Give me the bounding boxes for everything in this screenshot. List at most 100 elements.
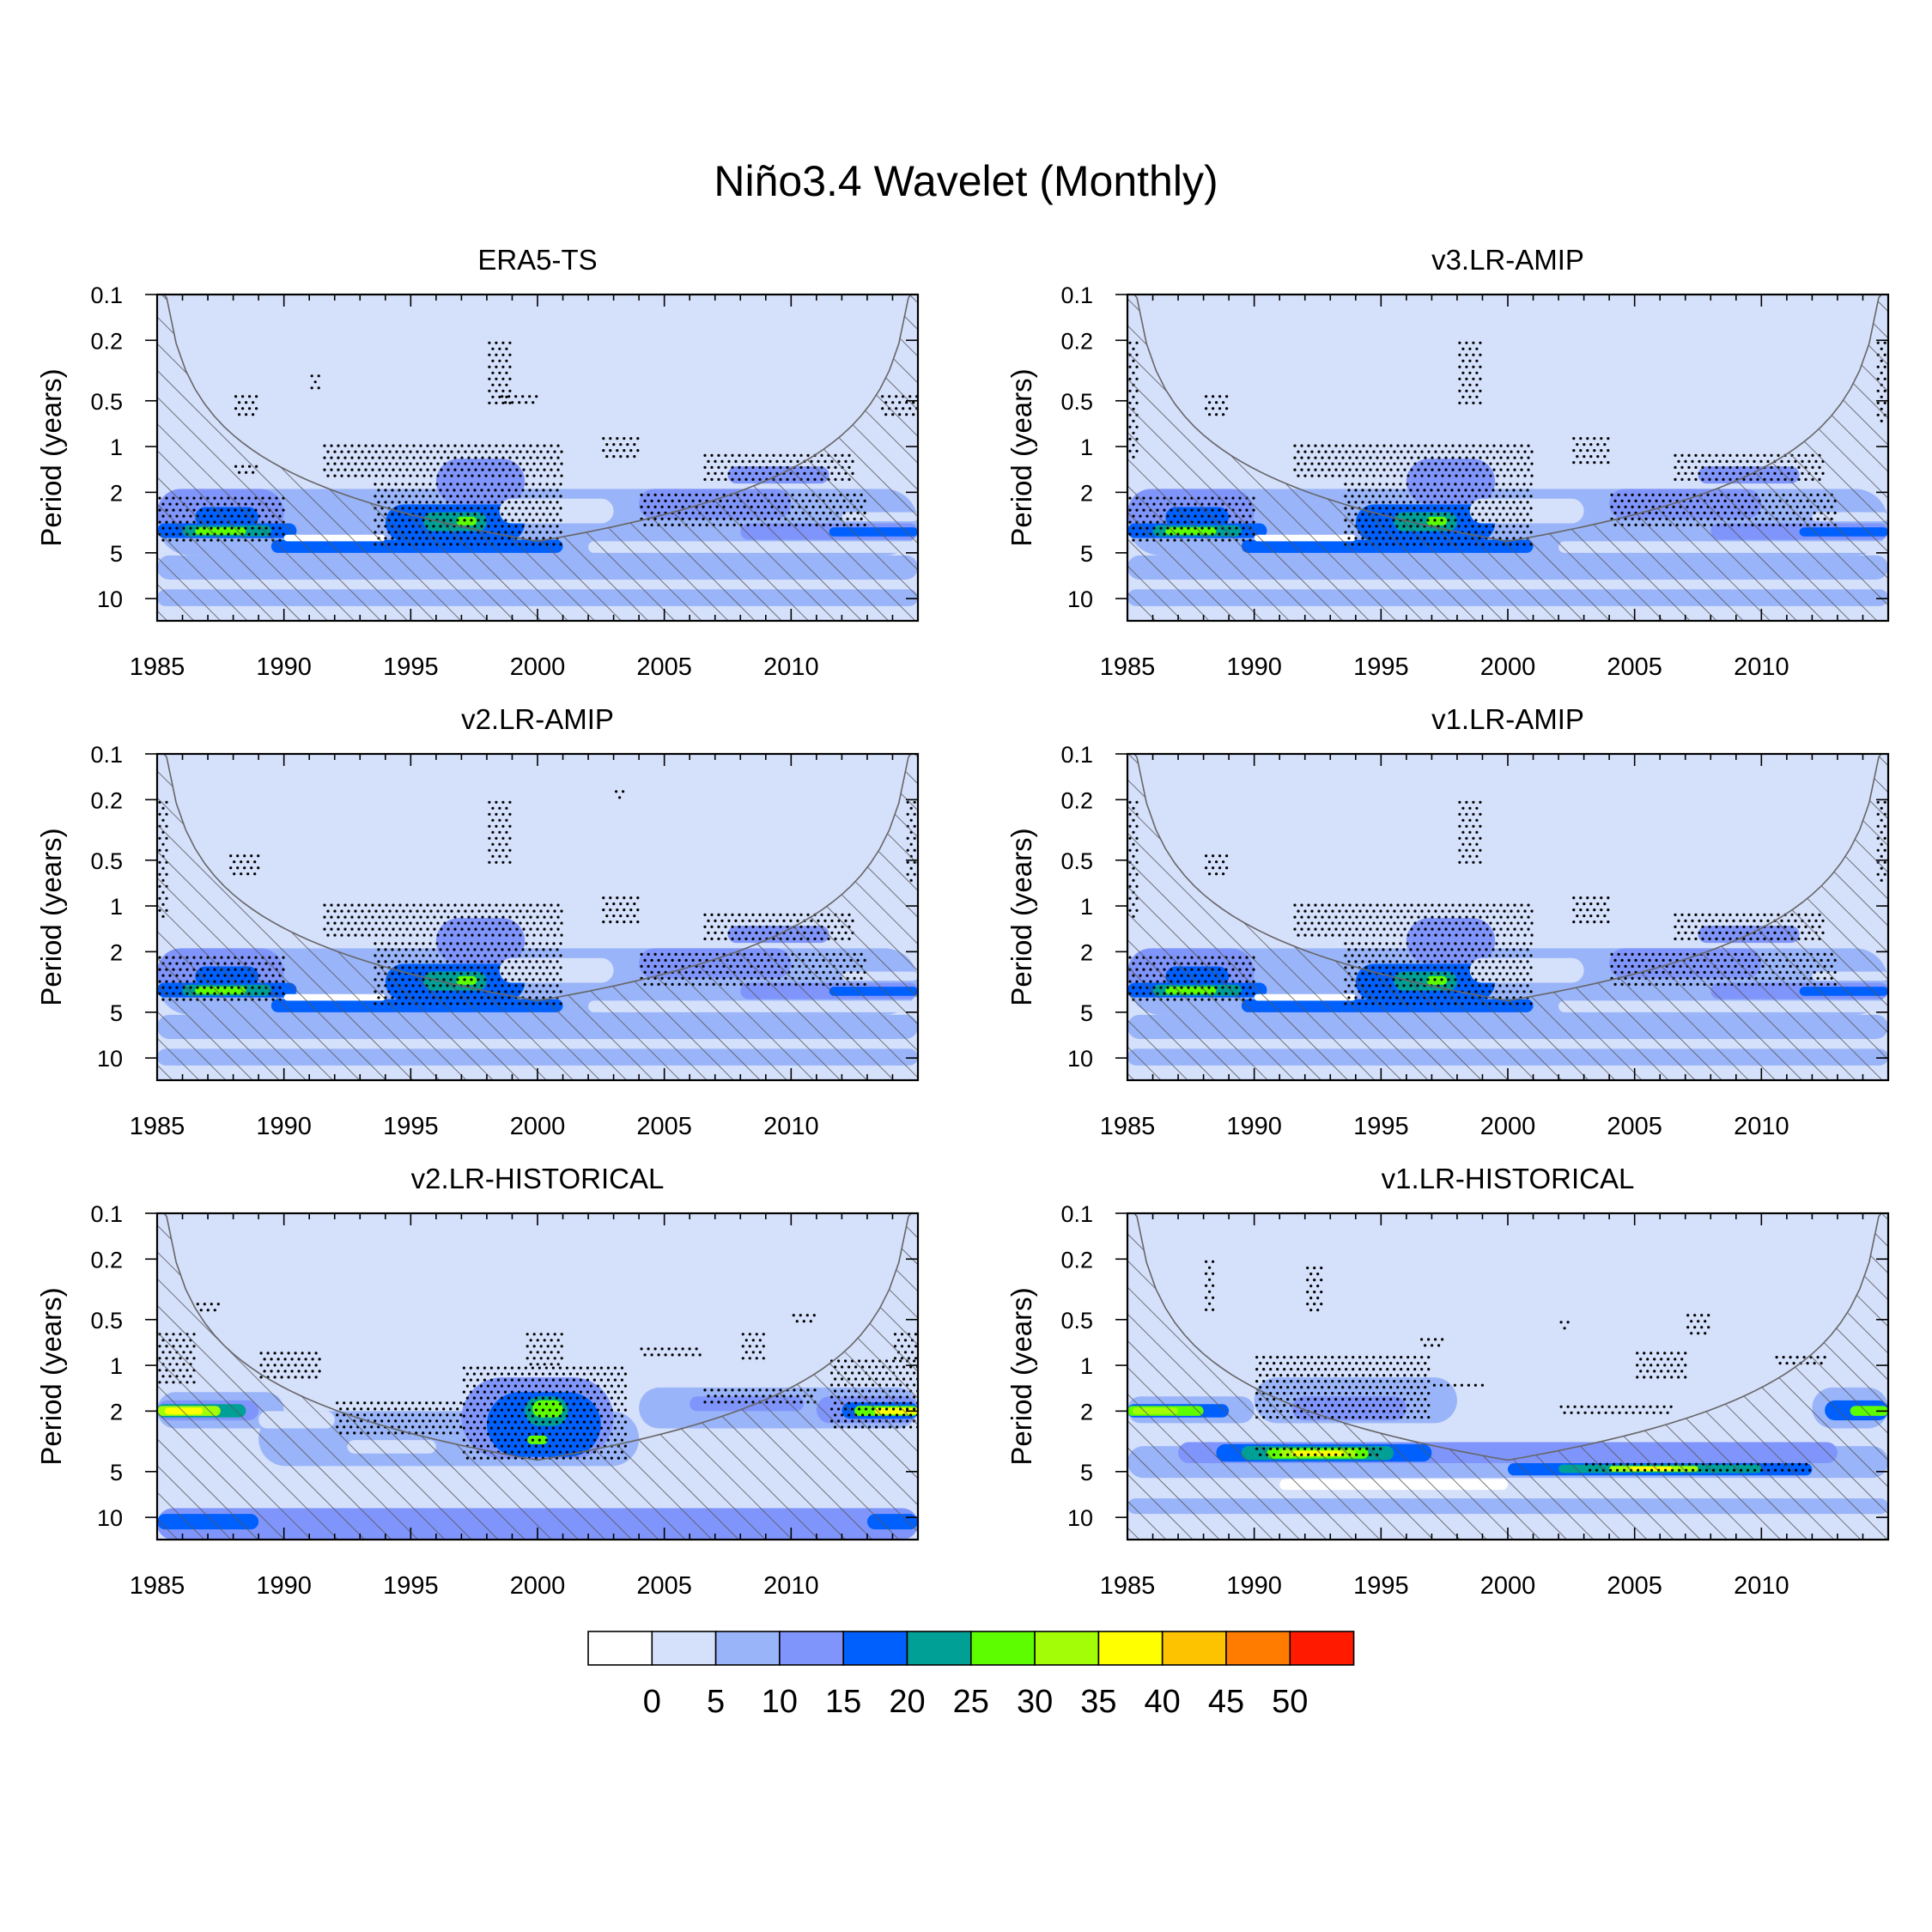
y-axis-label: Period (years) [1005,1287,1037,1465]
x-tick-label: 1985 [1100,653,1156,681]
y-tick-label: 1 [1080,434,1093,460]
y-tick-label: 1 [110,1353,123,1379]
significance-stipple [792,1314,816,1323]
x-tick-label: 1995 [383,1572,439,1600]
y-tick-label: 0.2 [90,328,123,354]
y-tick-label: 2 [1080,480,1093,506]
significance-stipple [1306,1267,1323,1312]
y-tick-label: 10 [1067,1505,1093,1531]
panel-3: 1985 1990 1995 2000 2005 2010 0.1 0.2 0.5 1 2 5 10 Pe… [35,703,920,1140]
y-tick-label: 0.2 [1060,1247,1093,1273]
colorbar-cell [1034,1631,1100,1666]
x-tick-label: 2010 [763,653,819,681]
significance-stipple [526,1333,563,1366]
x-tick-label: 1990 [1226,653,1282,681]
cone-of-influence-hatch [1127,754,1888,1080]
colorbar-cell [970,1631,1036,1666]
y-tick-label: 0.1 [90,1201,123,1227]
significance-stipple [462,1366,628,1460]
colorbar-label: 50 [1272,1684,1308,1720]
power-contour [1469,957,1584,983]
x-tick-label: 1990 [1226,1113,1282,1140]
significance-stipple [1420,1338,1444,1347]
y-tick-label: 10 [1067,586,1093,612]
y-axis-label: Period (years) [1005,828,1037,1005]
panel-title: v1.LR-HISTORICAL [1382,1163,1635,1194]
significance-stipple [310,374,320,390]
colorbar-cell [1097,1631,1163,1666]
significance-stipple [615,790,625,799]
power-contour [527,1435,548,1444]
x-tick-label: 1985 [130,1572,185,1600]
significance-stipple [488,800,512,864]
significance-stipple [229,854,260,876]
significance-stipple [1344,942,1533,1005]
x-tick-label: 2005 [636,653,692,681]
significance-stipple [1293,903,1534,937]
y-tick-label: 0.2 [90,787,123,813]
cone-of-influence-hatch [157,295,918,621]
x-tick-label: 1985 [130,653,185,681]
cone-of-influence-line [163,754,912,1002]
y-tick-label: 0.1 [1060,1201,1093,1227]
y-tick-label: 2 [1080,939,1093,965]
y-tick-label: 10 [1067,1046,1093,1072]
y-tick-label: 0.5 [90,1308,123,1334]
significance-stipple [1432,1383,1484,1387]
power-contour [1469,498,1584,524]
x-tick-label: 1985 [130,1113,185,1140]
y-tick-label: 2 [110,480,123,506]
panel-title: v3.LR-AMIP [1431,244,1584,276]
y-tick-label: 0.1 [90,283,123,308]
cone-of-influence-line [1133,1213,1882,1461]
y-tick-label: 5 [1080,1000,1093,1026]
panel-1: 1985 1990 1995 2000 2005 2010 0.1 0.2 0.5 1 2 5 10 Pe… [35,244,920,681]
x-tick-label: 2000 [510,1572,566,1600]
significance-stipple [1559,1405,1673,1414]
x-tick-label: 2005 [1607,1113,1662,1140]
y-tick-label: 0.2 [90,1247,123,1273]
figure-title: Niño3.4 Wavelet (Monthly) [714,157,1218,205]
y-tick-label: 0.2 [1060,328,1093,354]
cone-of-influence-hatch [1127,1213,1888,1540]
y-axis-label: Period (years) [35,828,67,1005]
y-axis-label: Period (years) [35,368,67,546]
y-tick-label: 10 [97,1505,123,1531]
cone-of-influence-line [1133,754,1882,1002]
significance-stipple [1205,1260,1215,1311]
x-tick-label: 2010 [1734,1572,1789,1600]
significance-stipple [1458,341,1482,404]
cone-of-influence-hatch [1127,295,1888,621]
y-tick-label: 5 [110,1460,123,1485]
y-tick-label: 0.5 [90,848,123,874]
colorbar-cell [842,1631,908,1666]
significance-stipple [323,444,563,477]
significance-stipple [234,395,258,416]
cone-of-influence-hatch [157,1213,918,1540]
x-tick-label: 2005 [1607,1572,1662,1600]
colorbar-cell [587,1631,653,1666]
significance-stipple [323,903,563,937]
x-tick-label: 1990 [256,1572,312,1600]
significance-stipple [1686,1314,1710,1335]
power-contour [1583,1377,1736,1424]
x-tick-label: 1995 [1353,1572,1409,1600]
x-tick-label: 2010 [1734,1113,1789,1140]
power-contour [499,957,614,983]
y-tick-label: 0.5 [90,389,123,415]
panel-6: 1985 1990 1995 2000 2005 2010 0.1 0.2 0.5 1 2 5 10 Pe… [1005,1163,1890,1600]
y-tick-label: 5 [1080,541,1093,567]
x-tick-label: 1985 [1100,1572,1156,1600]
colorbar-label: 35 [1080,1684,1116,1720]
power-contour [1406,459,1496,505]
significance-stipple [259,1352,321,1379]
cone-of-influence-line [163,1213,912,1461]
power-contour [1426,975,1448,985]
significance-stipple [602,896,640,924]
power-contour [1426,516,1448,526]
y-tick-label: 0.5 [1060,848,1093,874]
y-tick-label: 0.5 [1060,1308,1093,1334]
colorbar-label: 40 [1145,1684,1181,1720]
panel-2: 1985 1990 1995 2000 2005 2010 0.1 0.2 0.5 1 2 5 10 Pe… [1005,244,1890,681]
y-tick-label: 2 [110,939,123,965]
